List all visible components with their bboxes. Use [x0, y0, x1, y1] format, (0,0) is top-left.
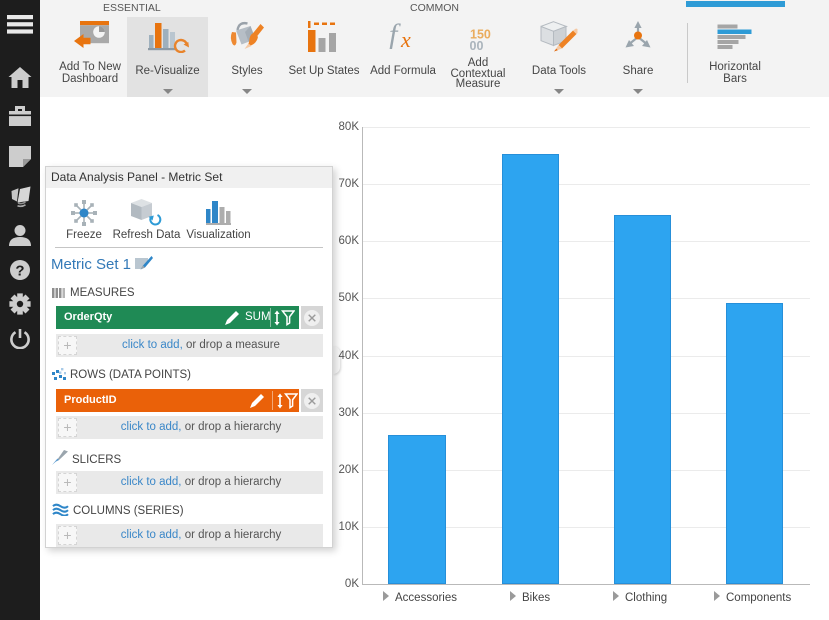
svg-text:x: x	[400, 27, 411, 49]
svg-text:?: ?	[15, 263, 24, 280]
svg-text:f: f	[389, 21, 401, 49]
svg-text:150: 150	[470, 28, 491, 42]
svg-text:00: 00	[470, 39, 484, 51]
